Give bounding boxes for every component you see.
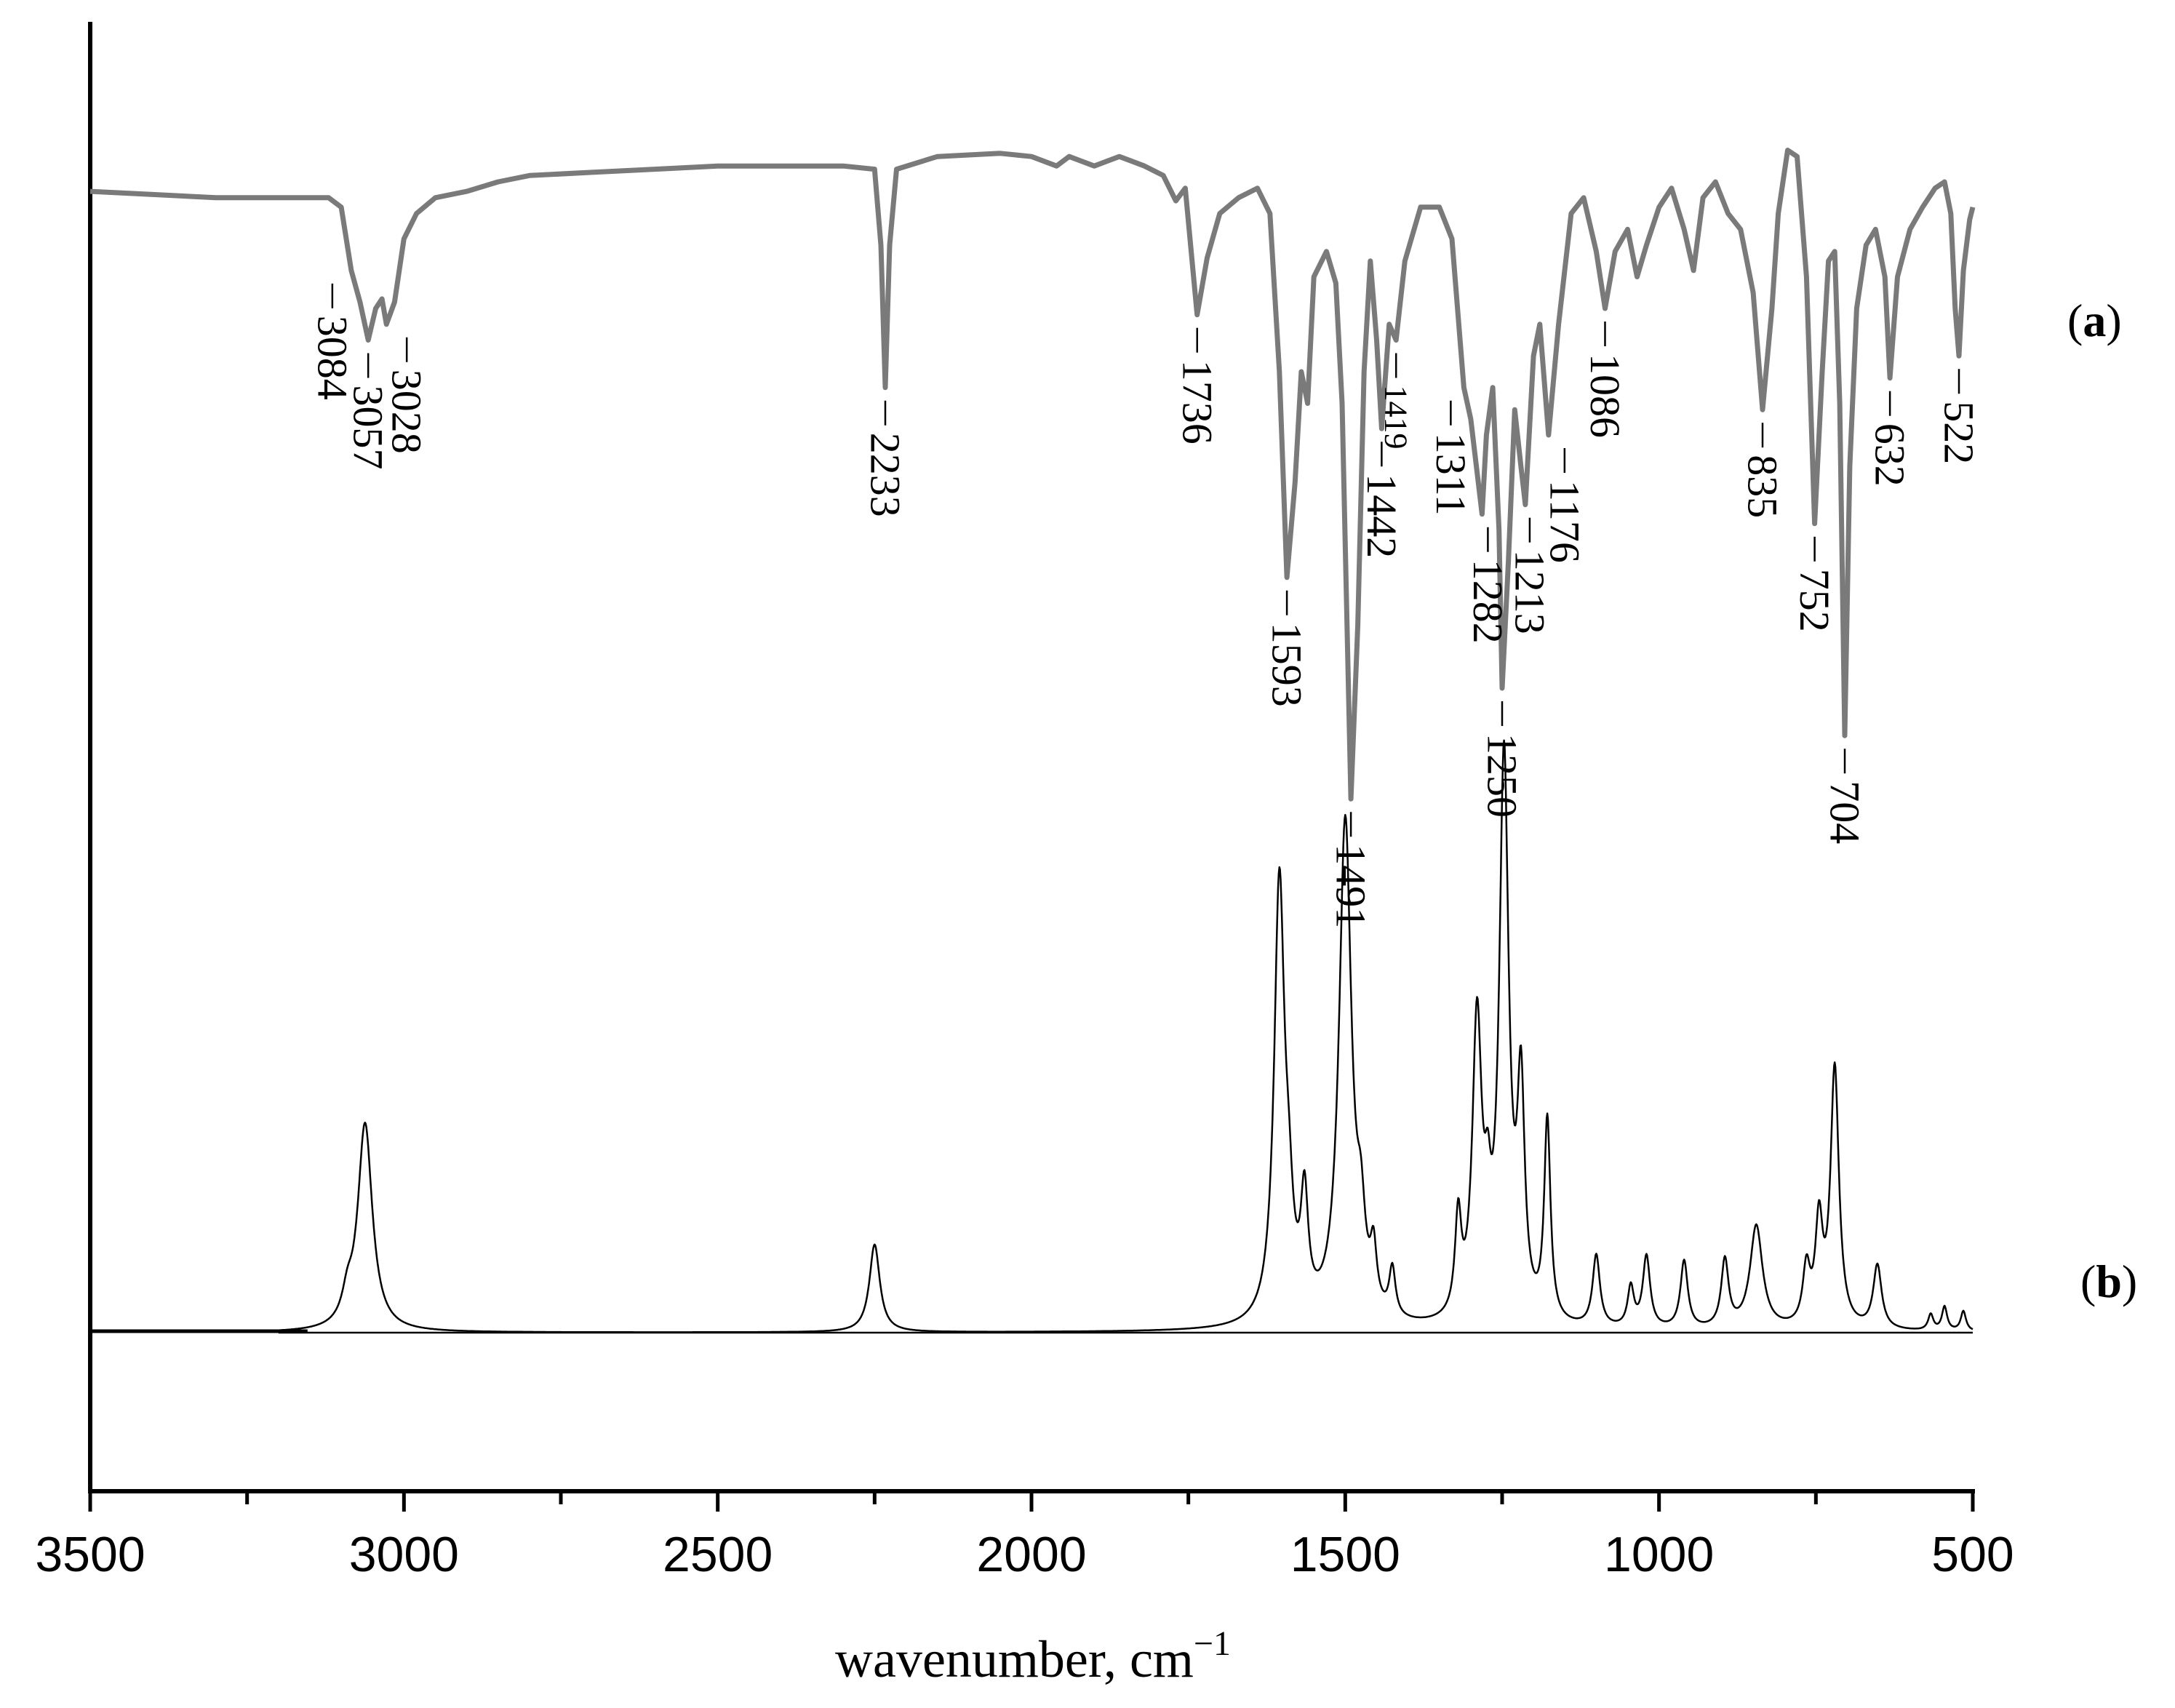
peak-label-1213: 1213 (1506, 550, 1553, 634)
x-tick-label-1500: 1500 (1290, 1527, 1400, 1582)
panel-label-b: (b) (2080, 1256, 2137, 1307)
series-b (90, 739, 1974, 1334)
peak-label-1419: 1419 (1378, 386, 1414, 450)
x-tick-label-1000: 1000 (1604, 1527, 1714, 1582)
panel-label-a: (a) (2067, 295, 2122, 346)
series-a-line (89, 148, 1976, 802)
axes (88, 22, 1975, 1493)
x-axis-title: wavenumber, cm−1 (835, 1624, 1231, 1688)
peak-label-522: 522 (1936, 401, 1983, 464)
peak-label-1491: 1491 (1328, 844, 1375, 928)
series-b-line (278, 739, 1974, 1333)
x-tick-label-2500: 2500 (663, 1527, 773, 1582)
peak-label-1086: 1086 (1581, 354, 1629, 438)
peak-label-704: 704 (1821, 781, 1869, 844)
x-tick-label-500: 500 (1931, 1527, 2014, 1582)
peak-label-1311: 1311 (1427, 433, 1474, 516)
peak-label-835: 835 (1739, 455, 1787, 518)
x-tick-label-3500: 3500 (35, 1527, 145, 1582)
peak-label-1282: 1282 (1464, 559, 1512, 644)
peak-label-2233: 2233 (861, 433, 909, 517)
peak-label-1176: 1176 (1541, 480, 1588, 563)
x-axis-tick-labels: 3500 3000 2500 2000 1500 1000 500 (35, 1527, 2014, 1582)
x-tick-label-2000: 2000 (976, 1527, 1086, 1582)
peak-label-3057: 3057 (345, 386, 392, 470)
peak-label-1736: 1736 (1173, 360, 1221, 444)
peak-label-1593: 1593 (1264, 623, 1311, 707)
peak-label-632: 632 (1867, 423, 1914, 487)
x-tick-label-3000: 3000 (349, 1527, 459, 1582)
peak-label-752: 752 (1791, 569, 1838, 632)
peak-label-3028: 3028 (383, 370, 431, 454)
x-axis-ticks (88, 1491, 1975, 1512)
peak-label-3084: 3084 (308, 316, 356, 400)
peak-label-1442: 1442 (1358, 474, 1405, 558)
